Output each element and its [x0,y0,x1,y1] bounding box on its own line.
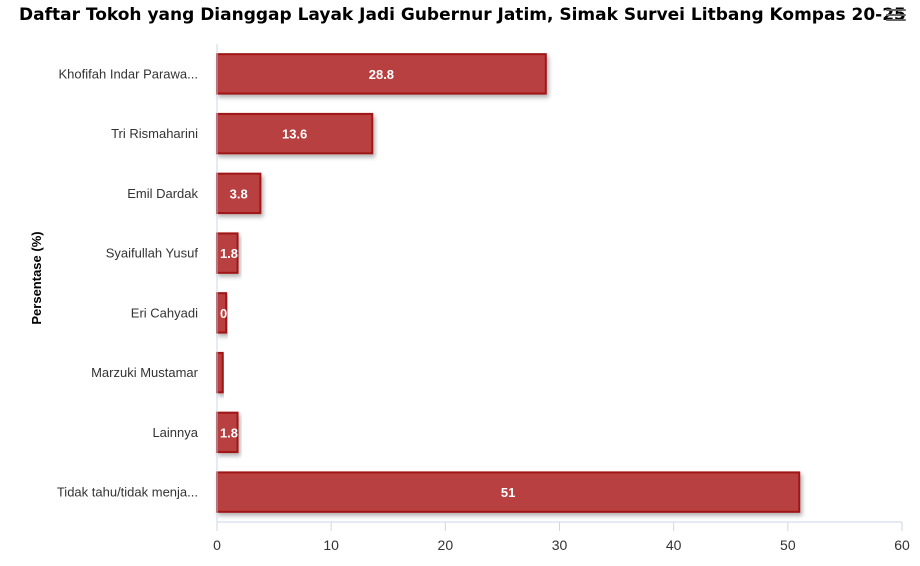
menu-icon[interactable] [886,9,906,23]
data-label: 51 [501,485,515,500]
category-label: Khofifah Indar Parawa... [59,66,198,81]
category-label: Lainnya [152,425,198,440]
bars-group: Khofifah Indar Parawa... 28.8 Tri Rismahar… [57,53,801,513]
x-tick-label: 20 [438,537,454,553]
data-label: 28.8 [369,67,394,82]
chart-title: Daftar Tokoh yang Dianggap Layak Jadi Gu… [19,5,906,25]
x-axis: 0 10 20 30 40 50 60 [213,44,910,553]
data-label: 3.8 [230,186,248,201]
category-label: Tidak tahu/tidak menja... [57,485,198,500]
bar[interactable] [216,172,262,215]
category-label: Marzuki Mustamar [91,365,199,380]
x-tick-label: 60 [894,537,910,553]
data-label: 13.6 [282,127,307,142]
data-label: 0.8 [220,306,238,321]
x-tick-label: 10 [323,537,339,553]
bar[interactable] [216,351,224,394]
data-label: 1.8 [220,246,238,261]
x-tick-label: 0 [213,537,221,553]
data-label: 1.8 [220,425,238,440]
x-tick-label: 50 [780,537,796,553]
y-axis-title: Persentase (%) [29,231,44,324]
category-label: Syaifullah Yusuf [106,246,199,261]
x-tick-label: 40 [666,537,682,553]
category-label: Tri Rismaharini [111,126,198,141]
y-axis-label: Persentase (%) [29,231,44,324]
category-label: Eri Cahyadi [131,305,198,320]
bar[interactable] [216,471,801,513]
category-label: Emil Dardak [127,186,198,201]
data-label: 0 [225,366,232,381]
x-tick-label: 30 [552,537,568,553]
bar[interactable] [216,53,547,95]
